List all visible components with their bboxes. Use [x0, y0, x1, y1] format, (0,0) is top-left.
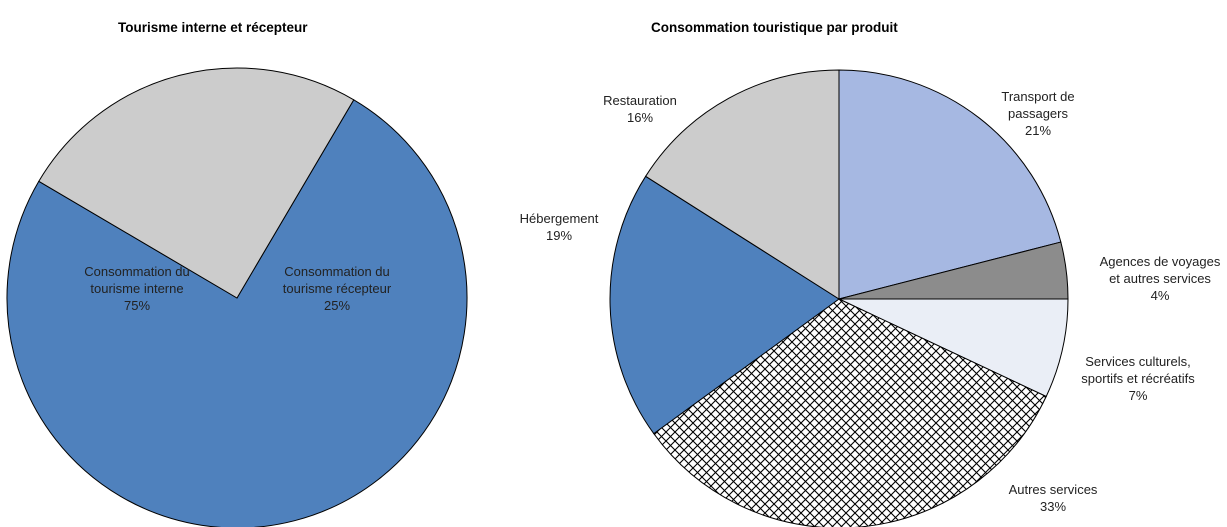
slice-label-restauration: Restauration 16% [603, 93, 677, 125]
slice-label-consommation-du-tourisme-interne: Consommation du tourisme interne 75% [84, 264, 190, 313]
slice-label-hebergement: Hébergement 19% [520, 211, 599, 243]
slice-label-agences-de-voyages-et-autres-services: Agences de voyages et autres services 4% [1100, 254, 1221, 303]
chart-title-right: Consommation touristique par produit [651, 20, 898, 35]
slice-label-autres-services: Autres services 33% [1009, 482, 1098, 514]
pie-consommation-par-produit: Transport de passagers 21% Agences de voyag… [520, 69, 1221, 527]
chart-title-left: Tourisme interne et récepteur [118, 20, 308, 35]
pie-slice-consommation-du-tourisme-recepteur [38, 67, 355, 299]
pie-slice-hebergement [609, 175, 840, 435]
slice-label-services-culturels-sportifs-et-recreatifs: Services culturels, sportifs et récréatif… [1081, 354, 1195, 403]
slice-label-consommation-du-tourisme-recepteur: Consommation du tourisme récepteur 25% [283, 264, 392, 313]
slice-label-transport-de-passagers: Transport de passagers 21% [1001, 89, 1074, 138]
pie-slice-transport-de-passagers [838, 69, 1062, 300]
pie-slice-consommation-du-tourisme-interne [6, 99, 468, 527]
pie-tourisme-interne-recepteur: Consommation du tourisme interne 75% Consom… [6, 67, 468, 527]
pie-slice-restauration [644, 69, 840, 300]
